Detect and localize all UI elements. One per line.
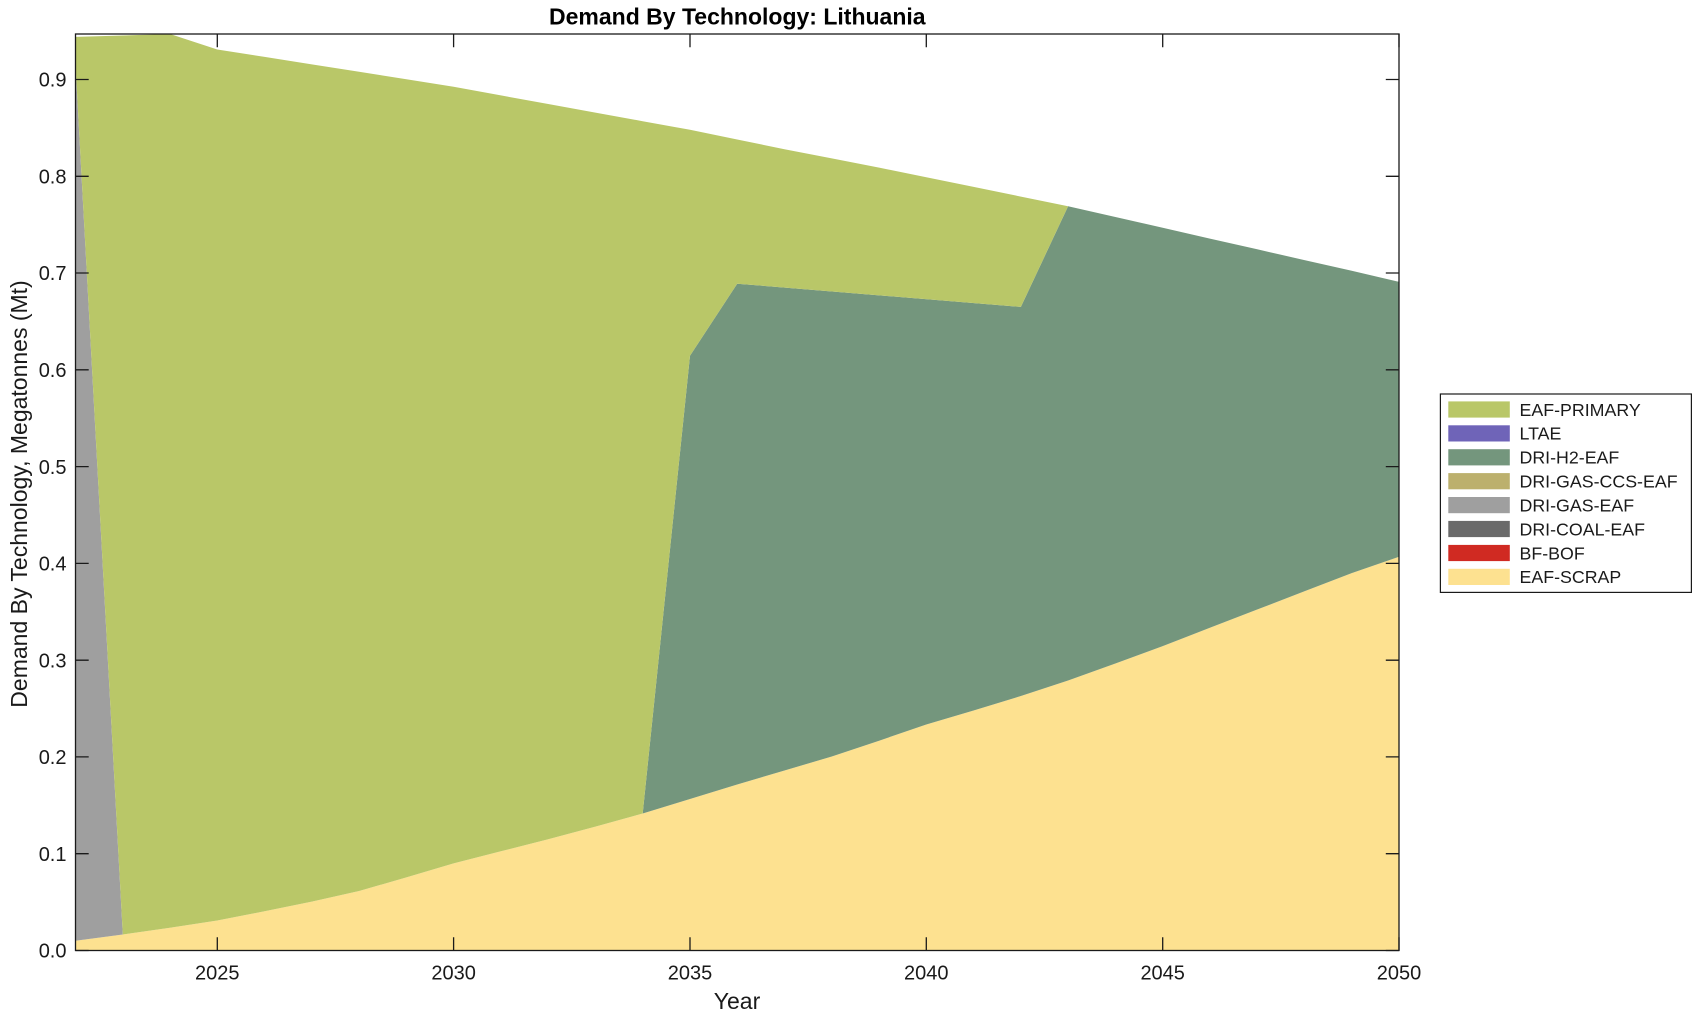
svg-text:0.3: 0.3 bbox=[39, 650, 67, 672]
svg-text:BF-BOF: BF-BOF bbox=[1520, 543, 1585, 563]
svg-text:2035: 2035 bbox=[668, 963, 713, 985]
svg-text:2030: 2030 bbox=[431, 963, 476, 985]
svg-text:0.8: 0.8 bbox=[39, 167, 67, 189]
svg-text:Demand By Technology, Megatonn: Demand By Technology, Megatonnes (Mt) bbox=[6, 280, 32, 707]
svg-text:0.5: 0.5 bbox=[39, 457, 67, 479]
svg-text:2040: 2040 bbox=[904, 963, 949, 985]
svg-text:0.7: 0.7 bbox=[39, 263, 67, 285]
svg-text:EAF-PRIMARY: EAF-PRIMARY bbox=[1520, 400, 1641, 420]
svg-text:0.9: 0.9 bbox=[39, 70, 67, 92]
svg-text:2025: 2025 bbox=[195, 963, 240, 985]
svg-text:0.0: 0.0 bbox=[39, 941, 67, 963]
svg-text:2045: 2045 bbox=[1140, 963, 1185, 985]
svg-text:2050: 2050 bbox=[1377, 963, 1422, 985]
svg-text:LTAE: LTAE bbox=[1520, 424, 1562, 444]
svg-text:0.1: 0.1 bbox=[39, 844, 67, 866]
svg-text:Demand By Technology: Lithuani: Demand By Technology: Lithuania bbox=[549, 4, 926, 30]
svg-text:DRI-GAS-EAF: DRI-GAS-EAF bbox=[1520, 495, 1635, 515]
svg-text:0.4: 0.4 bbox=[39, 554, 67, 576]
svg-text:DRI-COAL-EAF: DRI-COAL-EAF bbox=[1520, 519, 1646, 539]
svg-text:0.2: 0.2 bbox=[39, 747, 67, 769]
svg-text:0.6: 0.6 bbox=[39, 360, 67, 382]
svg-text:DRI-H2-EAF: DRI-H2-EAF bbox=[1520, 448, 1620, 468]
svg-text:EAF-SCRAP: EAF-SCRAP bbox=[1520, 567, 1622, 587]
svg-text:DRI-GAS-CCS-EAF: DRI-GAS-CCS-EAF bbox=[1520, 472, 1678, 492]
svg-text:Year: Year bbox=[714, 988, 761, 1014]
